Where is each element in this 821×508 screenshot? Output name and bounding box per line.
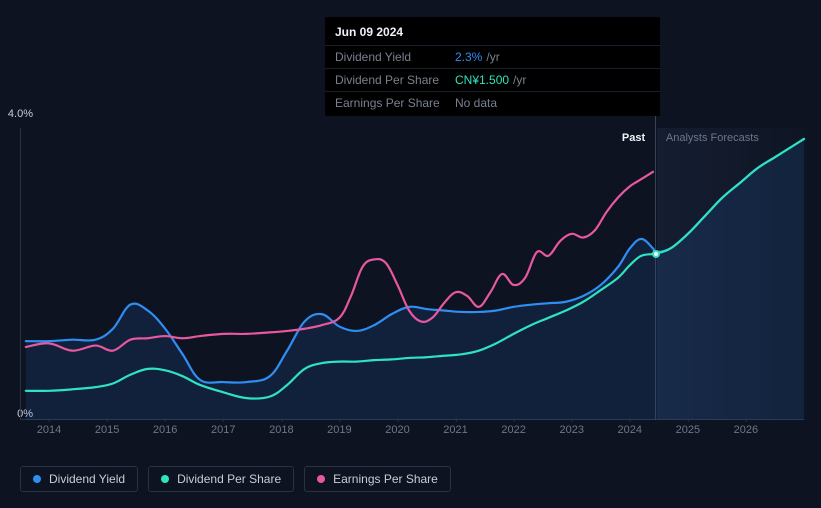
legend-dot-icon	[317, 475, 325, 483]
area-fill-dividend_yield	[26, 139, 804, 420]
tooltip-date: Jun 09 2024	[325, 25, 660, 45]
legend-label: Dividend Per Share	[177, 472, 281, 486]
x-axis-ticks: 2014 2015 2016 2017 2018 2019 2020 2021 2022 2023…	[20, 424, 804, 442]
y-axis-tick-max: 4.0%	[8, 108, 33, 120]
chart-cursor-line	[655, 103, 656, 420]
x-tick: 2022	[501, 424, 525, 436]
x-tick: 2019	[327, 424, 351, 436]
chart-lines	[20, 128, 804, 420]
legend-dot-icon	[161, 475, 169, 483]
legend-item-earnings_per_share[interactable]: Earnings Per Share	[304, 466, 451, 492]
x-tick: 2023	[559, 424, 583, 436]
x-tick: 2018	[269, 424, 293, 436]
tooltip-key: Dividend Per Share	[335, 73, 455, 87]
tooltip-row: Dividend Per ShareCN¥1.500/yr	[325, 68, 660, 91]
tooltip-value: No data	[455, 96, 497, 110]
x-tick: 2017	[211, 424, 235, 436]
legend-item-dividend_yield[interactable]: Dividend Yield	[20, 466, 138, 492]
legend-label: Dividend Yield	[49, 472, 125, 486]
tooltip-value: CN¥1.500/yr	[455, 73, 526, 87]
tooltip-row: Dividend Yield2.3%/yr	[325, 45, 660, 68]
x-tick: 2016	[153, 424, 177, 436]
tooltip-key: Dividend Yield	[335, 50, 455, 64]
tooltip-row: Earnings Per ShareNo data	[325, 91, 660, 114]
tooltip-rows: Dividend Yield2.3%/yrDividend Per ShareC…	[325, 45, 660, 114]
x-tick: 2021	[443, 424, 467, 436]
x-tick: 2014	[37, 424, 61, 436]
legend-label: Earnings Per Share	[333, 472, 438, 486]
tooltip-value: 2.3%/yr	[455, 50, 500, 64]
chart-tooltip: Jun 09 2024 Dividend Yield2.3%/yrDividen…	[325, 17, 660, 116]
x-tick: 2025	[676, 424, 700, 436]
tooltip-key: Earnings Per Share	[335, 96, 455, 110]
x-tick: 2015	[95, 424, 119, 436]
legend-dot-icon	[33, 475, 41, 483]
series-marker	[652, 250, 660, 258]
x-tick: 2026	[734, 424, 758, 436]
x-tick: 2020	[385, 424, 409, 436]
x-tick: 2024	[618, 424, 642, 436]
legend-item-dividend_per_share[interactable]: Dividend Per Share	[148, 466, 294, 492]
chart-legend: Dividend Yield Dividend Per Share Earnings…	[20, 466, 451, 492]
